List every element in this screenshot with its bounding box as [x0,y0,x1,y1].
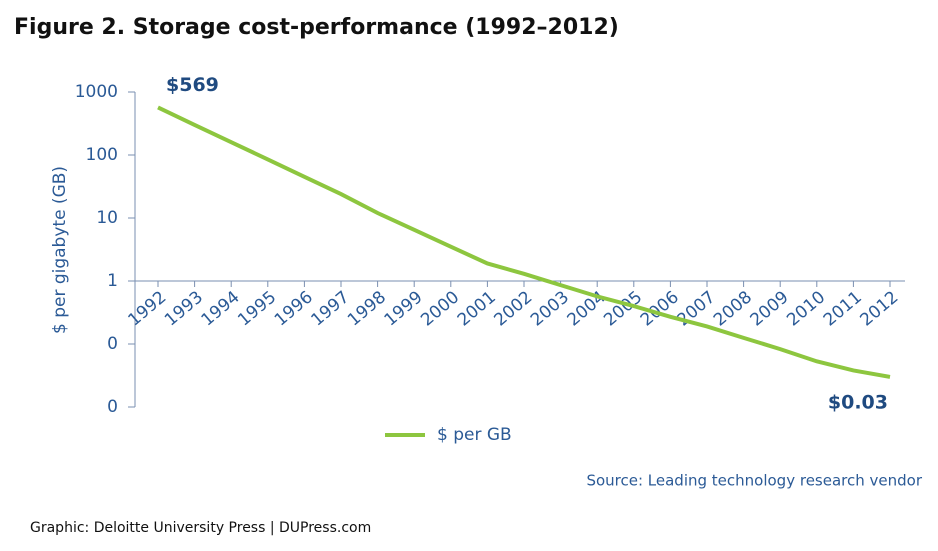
x-tick-label: 1998 [344,287,390,330]
x-tick-label: 2008 [710,287,756,330]
x-tick-label: 2001 [454,287,500,330]
x-tick-label: 2010 [783,287,829,330]
x-tick-label: 1996 [271,287,317,330]
y-tick-label: 0 [107,397,118,417]
x-tick-label: 1992 [124,287,170,330]
x-tick-label: 2011 [820,287,866,330]
x-tick-label: 1999 [381,287,427,330]
x-tick-label: 1994 [198,287,244,330]
x-tick-label: 2012 [856,287,902,330]
y-tick-label: 0 [107,334,118,354]
x-tick-label: 2000 [417,287,463,330]
y-tick-label: 100 [86,145,118,165]
x-tick-label: 2002 [490,287,536,330]
y-axis-label: $ per gigabyte (GB) [50,166,70,334]
value-label: $569 [166,74,219,96]
source: Source: Leading technology research vend… [586,472,922,490]
data-line [157,105,891,379]
y-tick-label: 1000 [75,82,118,102]
x-tick-label: 1997 [307,287,353,330]
value-label: $0.03 [828,391,888,413]
y-tick-label: 10 [96,208,118,228]
x-tick-label: 2003 [527,287,573,330]
y-tick-label: 1 [107,271,118,291]
x-tick-label: 1995 [234,287,280,330]
chart-title: Figure 2. Storage cost-performance (1992… [14,15,619,40]
x-tick-label: 1993 [161,287,207,330]
legend-label: $ per GB [437,425,512,445]
footer: Graphic: Deloitte University Press | DUP… [30,520,371,536]
x-tick-label: 2009 [747,287,793,330]
